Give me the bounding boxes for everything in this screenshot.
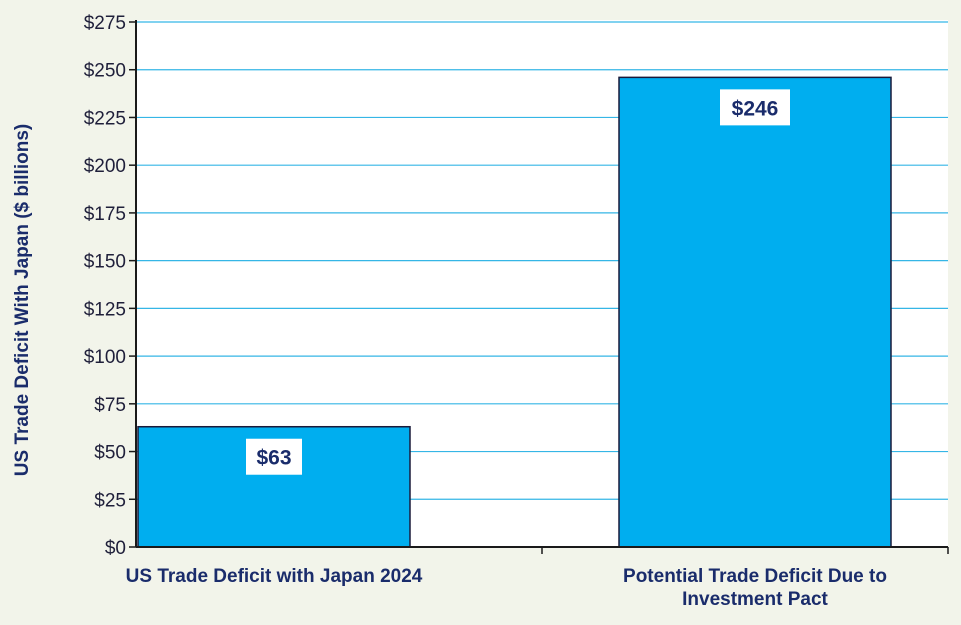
- x-category-label-1-line-1: US Trade Deficit with Japan 2024: [125, 566, 423, 587]
- y-tick-label-50: $50: [94, 443, 126, 464]
- x-category-label-2-line-1: Potential Trade Deficit Due to: [623, 566, 887, 587]
- data-label-2: $246: [732, 97, 779, 120]
- y-tick-label-150: $150: [84, 252, 126, 273]
- y-tick-label-225: $225: [84, 108, 126, 129]
- y-tick-label-175: $175: [84, 204, 126, 225]
- x-category-label-1: US Trade Deficit with Japan 2024: [84, 565, 464, 588]
- y-tick-label-75: $75: [94, 395, 126, 416]
- x-category-label-2-line-2: Investment Pact: [682, 589, 828, 610]
- data-label-box-2: [720, 89, 790, 126]
- data-label-box-1: [246, 438, 302, 475]
- y-tick-label-250: $250: [84, 61, 126, 82]
- y-tick-label-25: $25: [94, 490, 126, 511]
- x-category-label-2: Potential Trade Deficit Due to Investmen…: [565, 565, 945, 611]
- y-tick-label-200: $200: [84, 156, 126, 177]
- bar-2: [618, 76, 892, 548]
- y-tick-label-275: $275: [84, 13, 126, 34]
- y-tick-label-125: $125: [84, 299, 126, 320]
- y-tick-label-100: $100: [84, 347, 126, 368]
- y-tick-label-0: $0: [105, 538, 126, 559]
- data-label-1: $63: [256, 447, 291, 470]
